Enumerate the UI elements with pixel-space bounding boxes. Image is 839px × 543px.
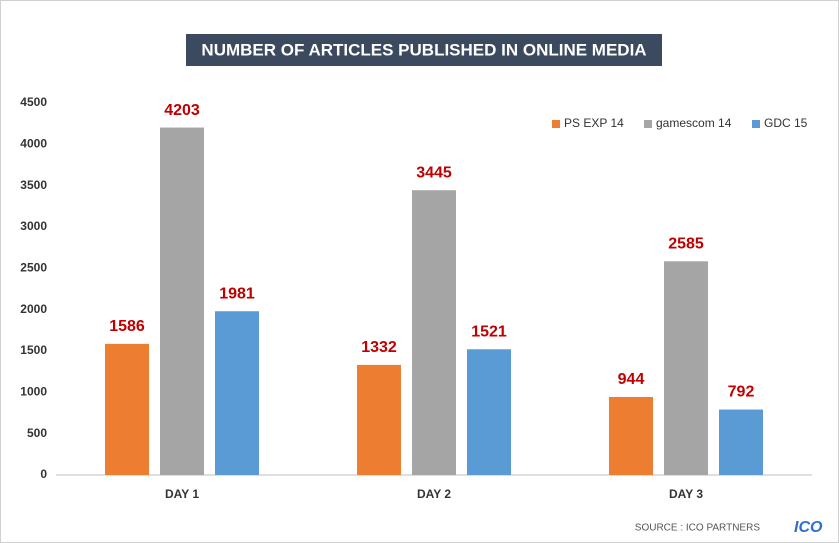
bar	[467, 349, 511, 475]
legend-swatch	[752, 120, 760, 128]
y-tick-label: 0	[40, 467, 47, 481]
value-label: 1586	[109, 318, 145, 335]
y-tick-label: 3500	[20, 178, 47, 192]
y-tick-label: 4500	[20, 95, 47, 109]
y-tick-label: 2500	[20, 261, 47, 275]
x-tick-label: DAY 2	[417, 487, 451, 501]
legend-swatch	[552, 120, 560, 128]
legend-swatch	[644, 120, 652, 128]
legend-label: PS EXP 14	[564, 116, 624, 130]
logo: ICO	[794, 519, 823, 536]
bar	[664, 261, 708, 475]
legend-label: GDC 15	[764, 116, 808, 130]
chart-title: NUMBER OF ARTICLES PUBLISHED IN ONLINE M…	[201, 40, 646, 59]
y-tick-label: 1000	[20, 385, 47, 399]
y-tick-label: 4000	[20, 137, 47, 151]
y-tick-label: 1500	[20, 343, 47, 357]
bar	[719, 409, 763, 475]
value-label: 2585	[668, 236, 704, 253]
y-tick-label: 3000	[20, 219, 47, 233]
y-tick-label: 2000	[20, 302, 47, 316]
bar	[105, 343, 149, 475]
bar	[609, 396, 653, 475]
bar	[412, 190, 456, 476]
value-label: 792	[728, 384, 755, 401]
bar	[357, 364, 401, 475]
value-label: 3445	[416, 164, 452, 181]
y-tick-label: 500	[27, 426, 47, 440]
bar	[160, 127, 204, 475]
x-tick-label: DAY 1	[165, 487, 199, 501]
title-box	[186, 34, 662, 66]
legend-label: gamescom 14	[656, 116, 732, 130]
value-label: 1981	[219, 285, 255, 302]
source: SOURCE : ICO PARTNERS	[635, 523, 761, 534]
value-label: 1521	[471, 323, 507, 340]
value-label: 4203	[164, 102, 200, 119]
value-label: 944	[618, 371, 645, 388]
bar	[215, 311, 259, 475]
x-tick-label: DAY 3	[669, 487, 703, 501]
value-label: 1332	[361, 339, 397, 356]
